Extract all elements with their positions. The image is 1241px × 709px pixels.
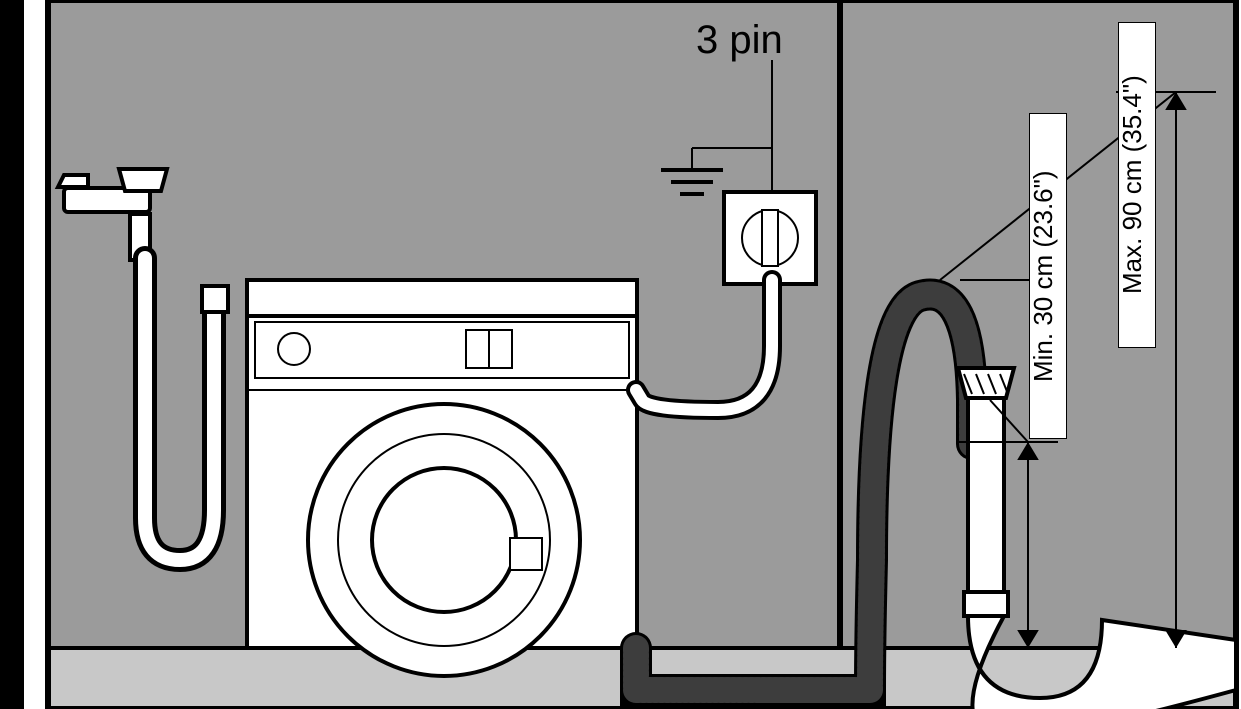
max-height-label: Max. 90 cm (35.4") xyxy=(1118,22,1156,348)
min-height-label: Min. 30 cm (23.6") xyxy=(1029,113,1067,439)
plug-label: 3 pin xyxy=(696,18,783,63)
installation-diagram: 3 pin Min. 30 cm (23.6") Max. 90 cm (35.… xyxy=(0,0,1241,709)
